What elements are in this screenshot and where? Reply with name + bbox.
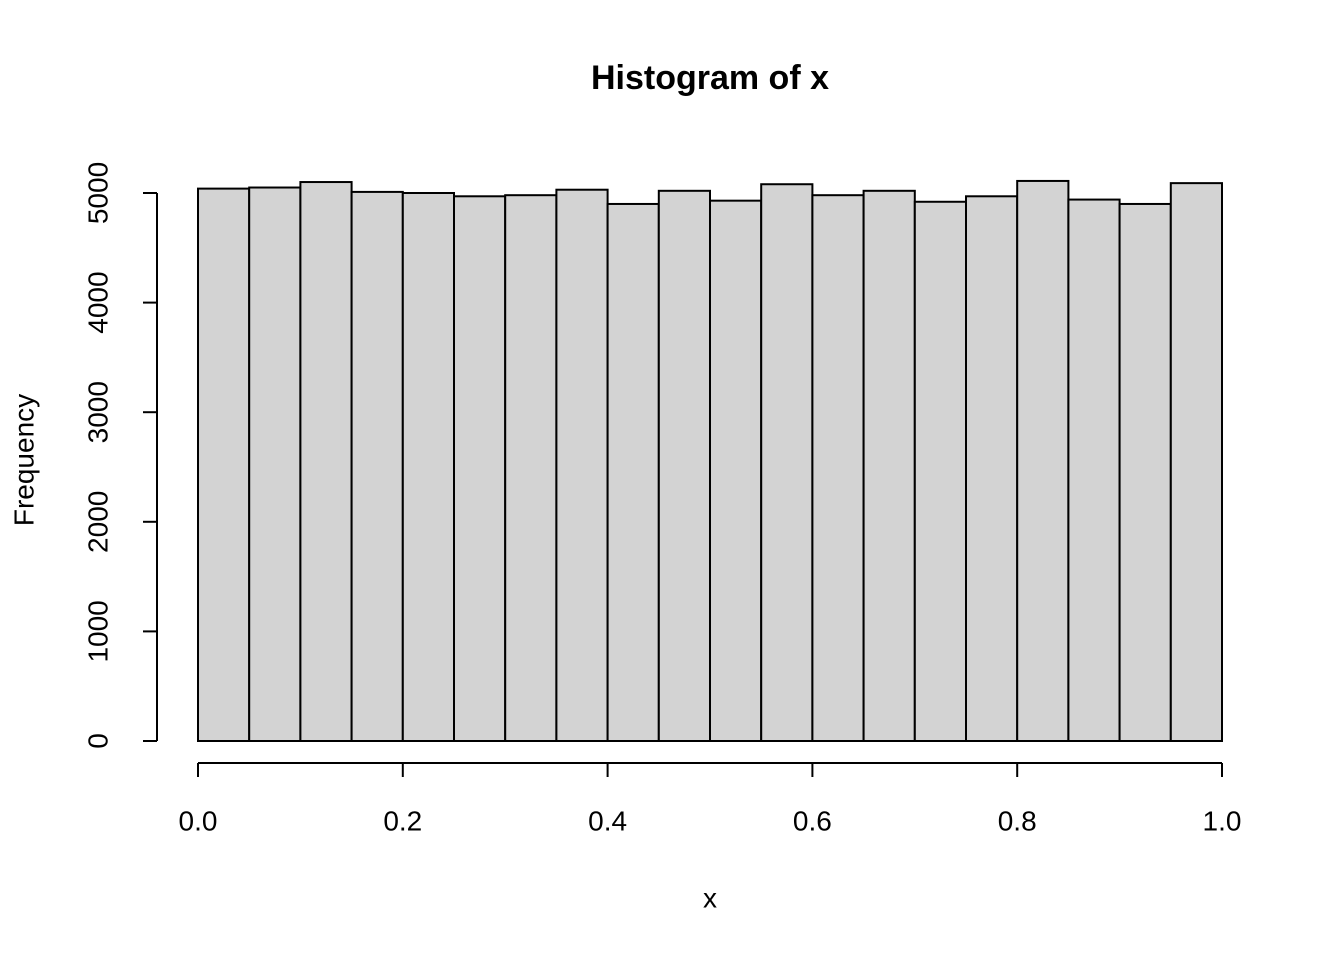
bar [760,183,814,742]
y-tick-label: 1000 [82,600,113,662]
bar [248,186,302,742]
bar [862,189,916,743]
x-tick-label: 0.4 [588,805,627,836]
y-tick-label: 3000 [82,381,113,443]
bar [1067,198,1121,743]
x-tick-label: 0.2 [383,805,422,836]
y-tick-label: 2000 [82,491,113,553]
x-tick-label: 0.0 [179,805,218,836]
y-tick-label: 5000 [82,162,113,224]
bar [1169,182,1224,743]
bar [1016,179,1070,743]
bar [606,202,660,742]
chart-title: Histogram of x [591,59,829,97]
bar [709,199,763,742]
bar [555,188,609,743]
bar [657,189,711,743]
y-tick-label: 4000 [82,271,113,333]
y-tick-label: 0 [82,733,113,749]
bar [1118,202,1172,742]
x-axis-label: x [703,882,717,913]
bar [197,187,251,742]
x-tick-label: 0.8 [998,805,1037,836]
bar [913,200,967,742]
bar [504,194,558,742]
x-tick-label: 1.0 [1203,805,1242,836]
bar [453,195,507,742]
y-axis-label: Frequency [8,394,39,526]
bar [811,194,865,742]
bar [350,190,404,743]
bar [965,195,1019,742]
bar [401,192,455,742]
x-tick-label: 0.6 [793,805,832,836]
bar [299,181,353,743]
